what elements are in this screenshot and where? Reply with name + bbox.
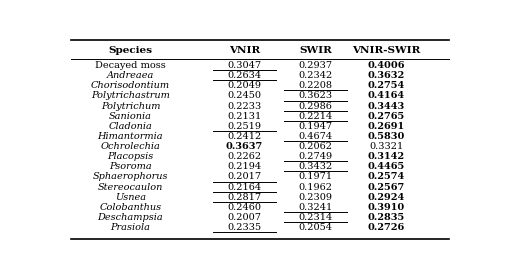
Text: VNIR-SWIR: VNIR-SWIR <box>352 46 421 55</box>
Text: Himantormia: Himantormia <box>98 132 163 141</box>
Text: 0.2342: 0.2342 <box>298 71 333 80</box>
Text: 0.3321: 0.3321 <box>369 142 403 151</box>
Text: 0.1947: 0.1947 <box>298 122 333 131</box>
Text: 0.4006: 0.4006 <box>368 61 405 70</box>
Text: 0.2233: 0.2233 <box>228 102 262 111</box>
Text: 0.3443: 0.3443 <box>368 102 405 111</box>
Text: 0.2817: 0.2817 <box>228 193 262 202</box>
Text: 0.2262: 0.2262 <box>228 152 262 161</box>
Text: 0.2574: 0.2574 <box>368 172 405 181</box>
Text: 0.3637: 0.3637 <box>226 142 263 151</box>
Text: 0.2208: 0.2208 <box>299 81 332 90</box>
Text: 0.2007: 0.2007 <box>228 213 262 222</box>
Text: VNIR: VNIR <box>229 46 260 55</box>
Text: 0.2567: 0.2567 <box>368 182 405 192</box>
Text: 0.3432: 0.3432 <box>298 162 333 171</box>
Text: Colobanthus: Colobanthus <box>100 203 162 212</box>
Text: 0.4674: 0.4674 <box>298 132 333 141</box>
Text: 0.1962: 0.1962 <box>299 182 332 192</box>
Text: Chorisodontium: Chorisodontium <box>91 81 170 90</box>
Text: Species: Species <box>108 46 152 55</box>
Text: Prasiola: Prasiola <box>110 223 150 232</box>
Text: Deschampsia: Deschampsia <box>98 213 163 222</box>
Text: 0.3910: 0.3910 <box>368 203 405 212</box>
Text: 0.2726: 0.2726 <box>368 223 405 232</box>
Text: Polytrichastrum: Polytrichastrum <box>91 92 170 101</box>
Text: Sanionia: Sanionia <box>109 112 152 121</box>
Text: 0.2835: 0.2835 <box>368 213 405 222</box>
Text: 0.2412: 0.2412 <box>228 132 262 141</box>
Text: 0.2937: 0.2937 <box>298 61 333 70</box>
Text: 0.2754: 0.2754 <box>368 81 405 90</box>
Text: 0.3142: 0.3142 <box>368 152 405 161</box>
Text: 0.2194: 0.2194 <box>228 162 262 171</box>
Text: Sphaerophorus: Sphaerophorus <box>92 172 168 181</box>
Text: 0.2450: 0.2450 <box>228 92 262 101</box>
Text: 0.2634: 0.2634 <box>228 71 262 80</box>
Text: Andreaea: Andreaea <box>107 71 154 80</box>
Text: 0.4164: 0.4164 <box>368 92 405 101</box>
Text: Stereocaulon: Stereocaulon <box>98 182 163 192</box>
Text: 0.5830: 0.5830 <box>368 132 405 141</box>
Text: 0.3623: 0.3623 <box>298 92 333 101</box>
Text: Decayed moss: Decayed moss <box>95 61 166 70</box>
Text: 0.1971: 0.1971 <box>298 172 333 181</box>
Text: 0.2460: 0.2460 <box>228 203 262 212</box>
Text: 0.2749: 0.2749 <box>298 152 333 161</box>
Text: Usnea: Usnea <box>115 193 146 202</box>
Text: 0.2314: 0.2314 <box>298 213 333 222</box>
Text: 0.2062: 0.2062 <box>299 142 332 151</box>
Text: 0.3632: 0.3632 <box>368 71 405 80</box>
Text: 0.3047: 0.3047 <box>228 61 262 70</box>
Text: 0.2519: 0.2519 <box>228 122 262 131</box>
Text: 0.2335: 0.2335 <box>228 223 262 232</box>
Text: 0.2986: 0.2986 <box>299 102 332 111</box>
Text: 0.2131: 0.2131 <box>228 112 262 121</box>
Text: 0.2164: 0.2164 <box>228 182 262 192</box>
Text: 0.3241: 0.3241 <box>298 203 333 212</box>
Text: 0.2309: 0.2309 <box>299 193 332 202</box>
Text: 0.2924: 0.2924 <box>368 193 405 202</box>
Text: 0.2765: 0.2765 <box>368 112 405 121</box>
Text: SWIR: SWIR <box>299 46 332 55</box>
Text: 0.2214: 0.2214 <box>298 112 333 121</box>
Text: Polytrichum: Polytrichum <box>101 102 160 111</box>
Text: 0.2691: 0.2691 <box>368 122 405 131</box>
Text: 0.2049: 0.2049 <box>228 81 262 90</box>
Text: 0.2054: 0.2054 <box>299 223 332 232</box>
Text: 0.4465: 0.4465 <box>368 162 405 171</box>
Text: Cladonia: Cladonia <box>109 122 152 131</box>
Text: Ochrolechia: Ochrolechia <box>101 142 161 151</box>
Text: 0.2017: 0.2017 <box>228 172 262 181</box>
Text: Placopsis: Placopsis <box>107 152 153 161</box>
Text: Psoroma: Psoroma <box>109 162 152 171</box>
